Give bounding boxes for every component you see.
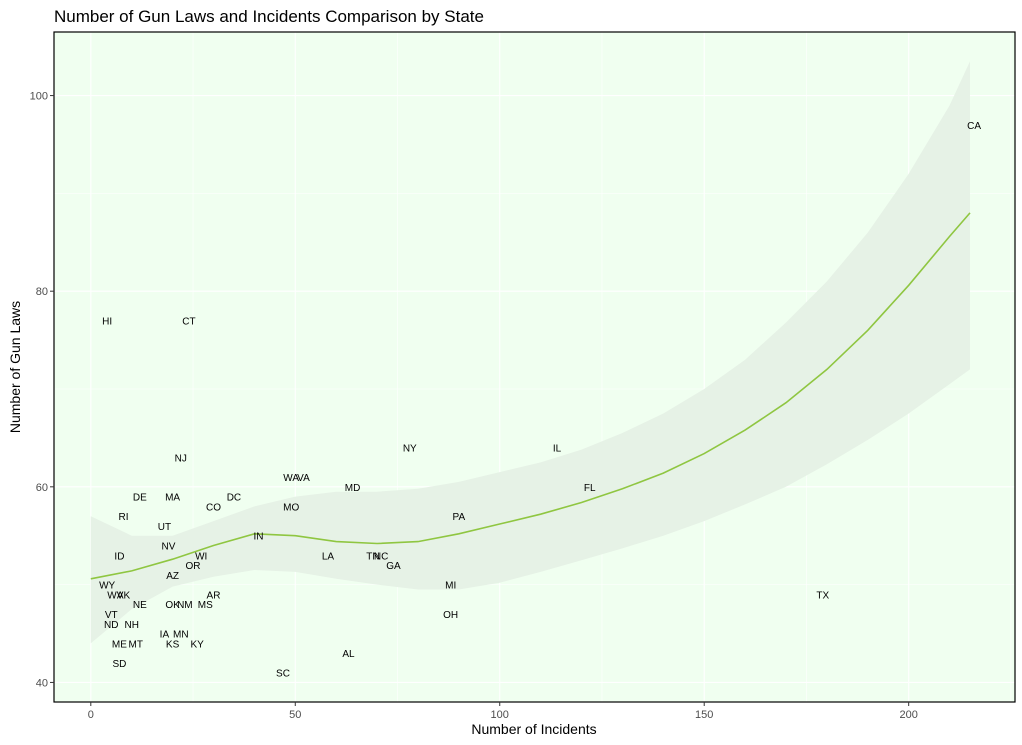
state-label-wy: WY	[99, 581, 115, 592]
state-label-ia: IA	[160, 630, 170, 641]
confidence-band	[90, 61, 971, 644]
state-label-nd: ND	[104, 620, 118, 631]
state-label-in: IN	[253, 532, 263, 543]
y-tick-label: 40	[36, 677, 48, 689]
state-label-wa: WA	[283, 473, 299, 484]
x-tick-label: 50	[289, 709, 301, 721]
chart-title: Number of Gun Laws and Incidents Compari…	[54, 7, 484, 26]
state-label-va: VA	[297, 473, 310, 484]
x-axis-title: Number of Incidents	[471, 721, 596, 737]
state-label-ks: KS	[166, 639, 180, 650]
state-label-mo: MO	[283, 502, 299, 513]
state-label-ms: MS	[198, 600, 213, 611]
state-label-ri: RI	[119, 512, 129, 523]
x-tick-label: 150	[695, 709, 713, 721]
state-label-al: AL	[342, 649, 355, 660]
state-label-or: OR	[186, 561, 201, 572]
state-label-hi: HI	[102, 317, 112, 328]
state-label-sc: SC	[276, 669, 290, 680]
state-label-ky: KY	[190, 639, 204, 650]
y-tick-label: 100	[30, 91, 48, 103]
state-label-nm: NM	[177, 600, 193, 611]
state-label-wi: WI	[195, 551, 207, 562]
state-label-nv: NV	[162, 542, 176, 553]
state-label-mn: MN	[173, 630, 189, 641]
state-label-co: CO	[206, 502, 221, 513]
state-label-ar: AR	[207, 590, 221, 601]
y-tick-label: 60	[36, 482, 48, 494]
state-label-az: AZ	[166, 571, 179, 582]
state-label-mi: MI	[445, 581, 456, 592]
state-label-pa: PA	[453, 512, 466, 523]
panel-border	[53, 31, 1016, 703]
x-tick-label: 200	[899, 709, 917, 721]
state-label-oh: OH	[443, 610, 458, 621]
y-axis-ticks: 40 60 80 100	[30, 91, 54, 689]
state-label-ca: CA	[967, 121, 981, 132]
state-label-ak: AK	[117, 590, 131, 601]
y-axis-title: Number of Gun Laws	[7, 301, 23, 433]
state-label-fl: FL	[584, 483, 596, 494]
state-label-de: DE	[133, 493, 147, 504]
grid-lines	[54, 32, 1015, 702]
state-label-mt: MT	[129, 639, 143, 650]
state-label-ny: NY	[403, 444, 417, 455]
state-label-ct: CT	[182, 317, 195, 328]
state-label-me: ME	[112, 639, 127, 650]
x-tick-label: 0	[88, 709, 94, 721]
state-label-la: LA	[322, 551, 335, 562]
state-label-ne: NE	[133, 600, 147, 611]
state-label-nc: NC	[374, 551, 388, 562]
state-label-ut: UT	[158, 522, 171, 533]
state-label-dc: DC	[227, 493, 241, 504]
state-label-vt: VT	[105, 610, 118, 621]
x-axis-ticks: 0 50 100 150 200	[88, 702, 918, 721]
state-label-ma: MA	[165, 493, 180, 504]
state-label-sd: SD	[112, 659, 126, 670]
state-label-tn: TN	[366, 551, 379, 562]
state-label-il: IL	[553, 444, 562, 455]
state-label-ga: GA	[386, 561, 401, 572]
state-label-nj: NJ	[175, 453, 187, 464]
y-tick-label: 80	[36, 286, 48, 298]
x-tick-label: 100	[491, 709, 509, 721]
state-label-md: MD	[345, 483, 361, 494]
state-label-tx: TX	[816, 590, 829, 601]
state-label-wv: WV	[107, 590, 123, 601]
state-label-nh: NH	[124, 620, 138, 631]
state-label-ok: OK	[165, 600, 180, 611]
smooth-line	[90, 212, 971, 580]
state-label-id: ID	[114, 551, 124, 562]
